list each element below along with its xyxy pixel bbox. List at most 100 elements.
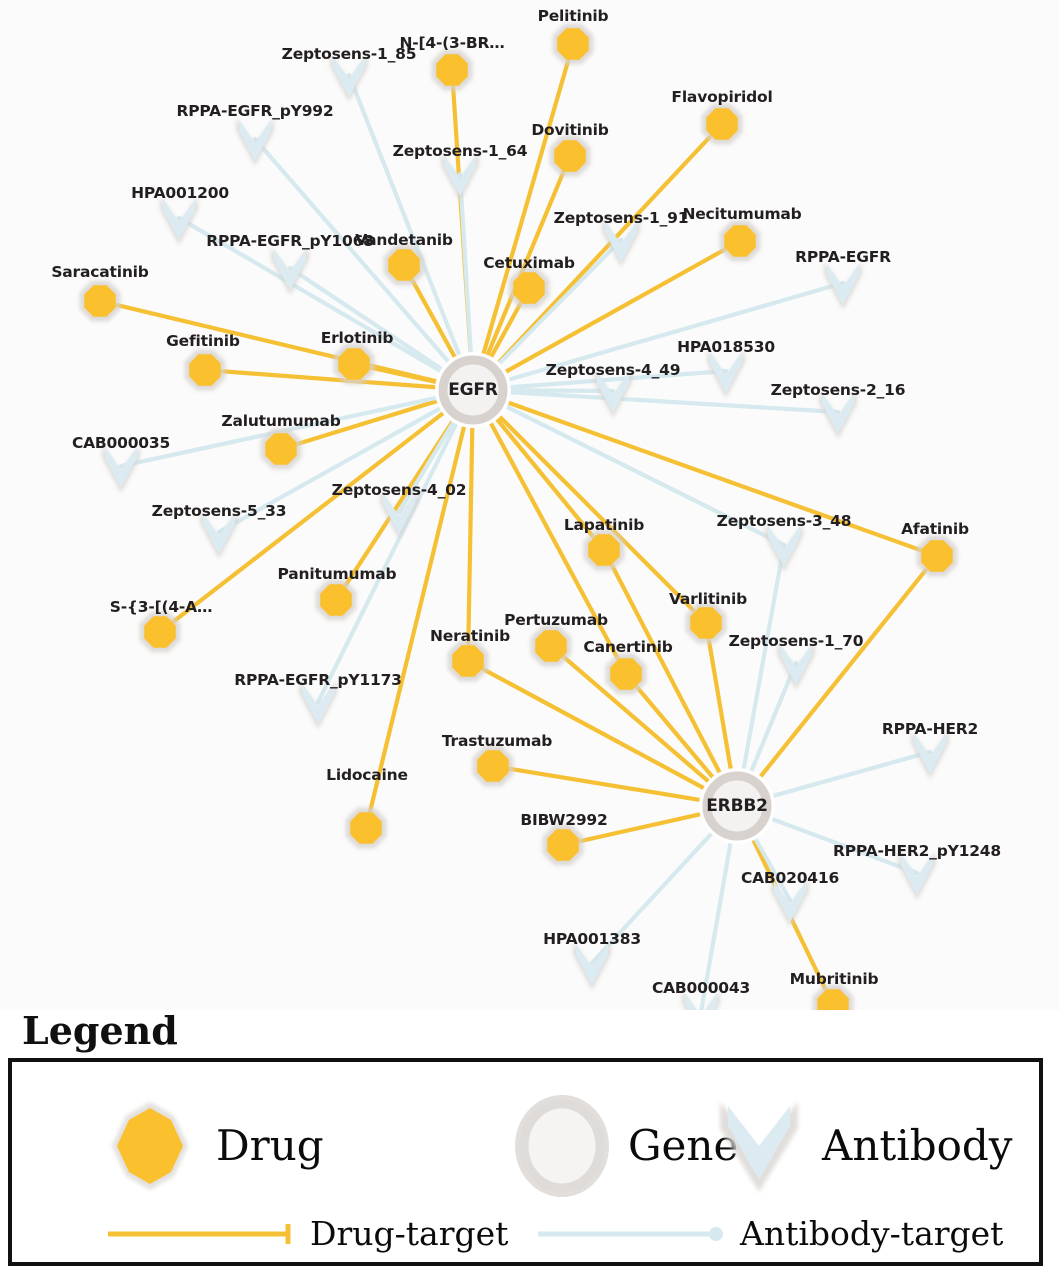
antibody-node[interactable] — [594, 369, 632, 418]
antibody-node[interactable] — [898, 851, 936, 900]
antibody-node-body — [780, 644, 812, 685]
antibody-node-body — [685, 993, 717, 1010]
drug-node[interactable] — [139, 611, 181, 653]
drug-node[interactable] — [184, 349, 226, 391]
legend-panel: Legend Drug Gene Antibody — [0, 1008, 1059, 1280]
drug-target-edge — [497, 238, 743, 378]
drug-target-edge — [465, 658, 713, 794]
drug-target-edge — [623, 671, 720, 786]
antibody-node[interactable] — [911, 730, 949, 779]
antibody-node[interactable] — [771, 878, 809, 927]
antibody-node[interactable] — [573, 941, 611, 990]
drug-target-edge — [492, 409, 709, 626]
gene-node-ring — [438, 355, 508, 425]
drug-target-edge — [363, 417, 468, 831]
drug-target-edge — [601, 547, 726, 782]
drug-node[interactable] — [542, 824, 584, 866]
drug-node[interactable] — [812, 984, 854, 1010]
drug-target-edge — [333, 413, 459, 603]
antibody-node[interactable] — [330, 53, 368, 102]
antibody-node[interactable] — [380, 490, 418, 539]
antibody-node[interactable] — [682, 990, 720, 1010]
antibody-node[interactable] — [602, 218, 640, 267]
drug-target-edge — [479, 41, 576, 364]
drug-node-body — [535, 630, 567, 662]
legend-shape-drug-label: Drug — [216, 1121, 324, 1170]
antibody-node[interactable] — [765, 523, 803, 572]
drug-node-body — [513, 272, 545, 304]
drug-target-edge — [753, 553, 940, 785]
drug-node-body — [690, 607, 722, 639]
drug-node[interactable] — [315, 579, 357, 621]
antibody-node-body — [901, 854, 933, 895]
drug-node[interactable] — [685, 602, 727, 644]
drug-node[interactable] — [552, 23, 594, 65]
drug-target-edge — [157, 406, 452, 635]
drug-node[interactable] — [508, 267, 550, 309]
drug-node-body — [557, 28, 589, 60]
antibody-target-edge — [500, 389, 841, 415]
antibody-node[interactable] — [824, 261, 862, 310]
antibody-target-edge — [499, 280, 846, 384]
antibody-target-edge — [500, 388, 616, 394]
antibody-target-edge — [216, 402, 449, 535]
antibody-node-body — [768, 526, 800, 567]
legend-shape-antibody-label: Antibody — [822, 1121, 1013, 1170]
antibody-node[interactable] — [200, 510, 238, 559]
drug-target-line-icon — [108, 1223, 291, 1244]
gene-node[interactable] — [699, 768, 775, 844]
drug-node[interactable] — [549, 135, 591, 177]
antibody-node-body — [914, 733, 946, 774]
antibody-node-body — [576, 944, 608, 985]
antibody-node-body — [605, 221, 637, 262]
legend-edge-drug-target-label: Drug-target — [310, 1214, 509, 1253]
drug-node[interactable] — [701, 103, 743, 145]
antibody-node-body — [774, 881, 806, 922]
drug-target-edge — [489, 411, 607, 553]
legend-shape-gene-label: Gene — [628, 1121, 739, 1170]
drug-node[interactable] — [583, 529, 625, 571]
drug-node[interactable] — [431, 49, 473, 91]
antibody-node-body — [827, 264, 859, 305]
antibody-node[interactable] — [236, 117, 274, 166]
drug-node[interactable] — [333, 343, 375, 385]
drug-target-edge — [202, 367, 446, 390]
antibody-node[interactable] — [777, 641, 815, 690]
drug-node[interactable] — [79, 280, 121, 322]
antibody-target-edge — [396, 413, 460, 515]
drug-node-body — [724, 225, 756, 257]
drug-node-body — [817, 989, 849, 1010]
drug-node-body — [388, 249, 420, 281]
antibody-node[interactable] — [299, 680, 337, 729]
antibody-node[interactable] — [160, 196, 198, 245]
legend-shape-gene: Gene — [512, 1094, 738, 1198]
drug-node[interactable] — [719, 220, 761, 262]
drug-icon — [112, 1102, 188, 1190]
drug-node[interactable] — [605, 653, 647, 695]
drug-node[interactable] — [916, 535, 958, 577]
antibody-node[interactable] — [707, 349, 745, 398]
antibody-target-edge — [346, 72, 465, 365]
drug-node[interactable] — [260, 428, 302, 470]
drug-node[interactable] — [447, 640, 489, 682]
antibody-node-body — [105, 447, 137, 488]
drug-node[interactable] — [530, 625, 572, 667]
antibody-node[interactable] — [819, 390, 857, 439]
legend-shape-antibody: Antibody — [712, 1092, 1012, 1200]
drug-target-edge — [465, 417, 475, 664]
drug-node-body — [554, 140, 586, 172]
gene-node[interactable] — [435, 352, 511, 428]
antibody-node[interactable] — [441, 152, 479, 201]
drug-node[interactable] — [345, 807, 387, 849]
drug-node-body — [436, 54, 468, 86]
drug-node[interactable] — [472, 745, 514, 787]
network-svg — [79, 23, 958, 1010]
antibody-node[interactable] — [271, 246, 309, 295]
antibody-node[interactable] — [102, 444, 140, 493]
drug-node-body — [189, 354, 221, 386]
drug-node[interactable] — [383, 244, 425, 286]
antibody-target-edge — [500, 368, 729, 390]
drug-node-body — [610, 658, 642, 690]
drug-node-body — [452, 645, 484, 677]
antibody-target-edge — [497, 401, 787, 548]
